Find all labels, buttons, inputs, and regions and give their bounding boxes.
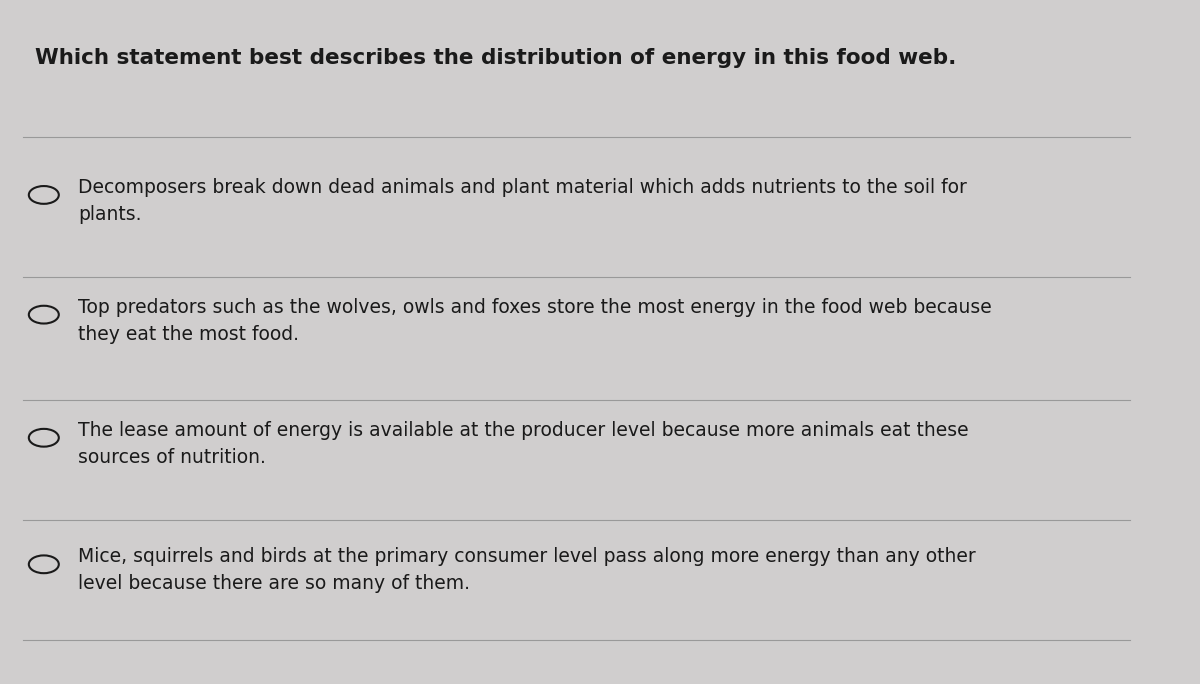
Text: The lease amount of energy is available at the producer level because more anima: The lease amount of energy is available … xyxy=(78,421,970,467)
Text: Mice, squirrels and birds at the primary consumer level pass along more energy t: Mice, squirrels and birds at the primary… xyxy=(78,547,976,594)
Text: Decomposers break down dead animals and plant material which adds nutrients to t: Decomposers break down dead animals and … xyxy=(78,178,967,224)
Text: Top predators such as the wolves, owls and foxes store the most energy in the fo: Top predators such as the wolves, owls a… xyxy=(78,298,992,344)
Text: Which statement best describes the distribution of energy in this food web.: Which statement best describes the distr… xyxy=(35,48,956,68)
